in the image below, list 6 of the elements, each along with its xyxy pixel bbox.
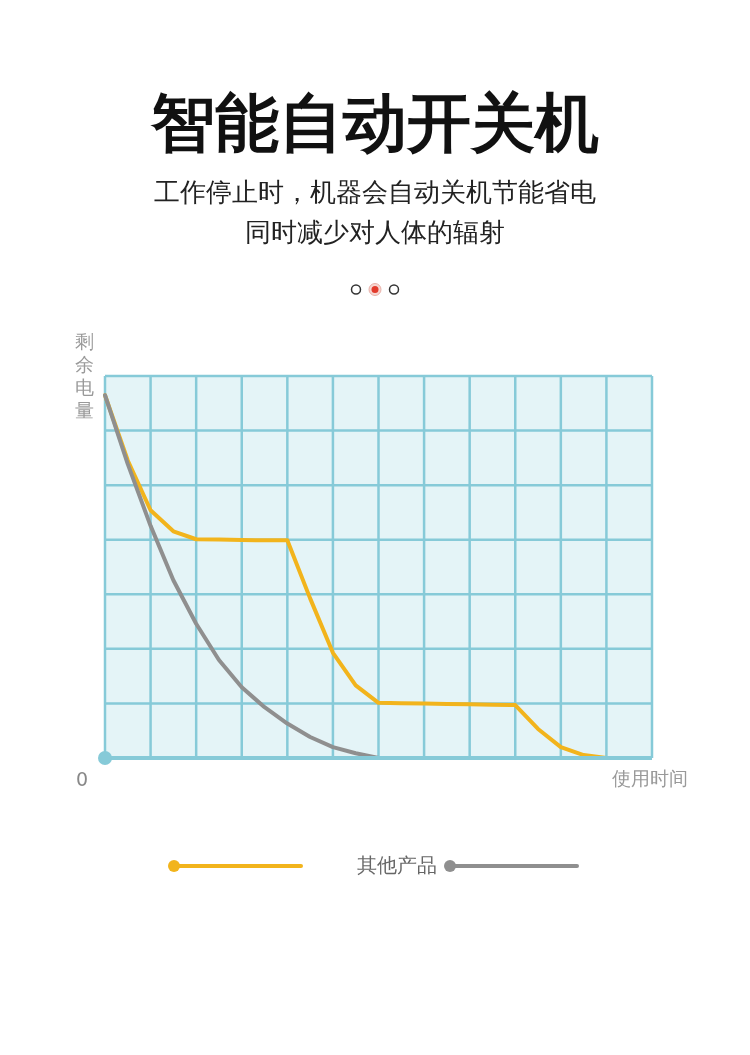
chart-subtitle: 工作停止时，机器会自动关机节能省电同时减少对人体的辐射 bbox=[153, 176, 597, 249]
legend-label: 其他产品 bbox=[357, 852, 437, 879]
y-axis-title: 剩余电量 bbox=[73, 330, 95, 422]
text: 0 bbox=[76, 768, 89, 790]
chart-title: 智能自动开关机 bbox=[150, 85, 600, 162]
x-axis-title: 使用时间 bbox=[612, 766, 688, 791]
